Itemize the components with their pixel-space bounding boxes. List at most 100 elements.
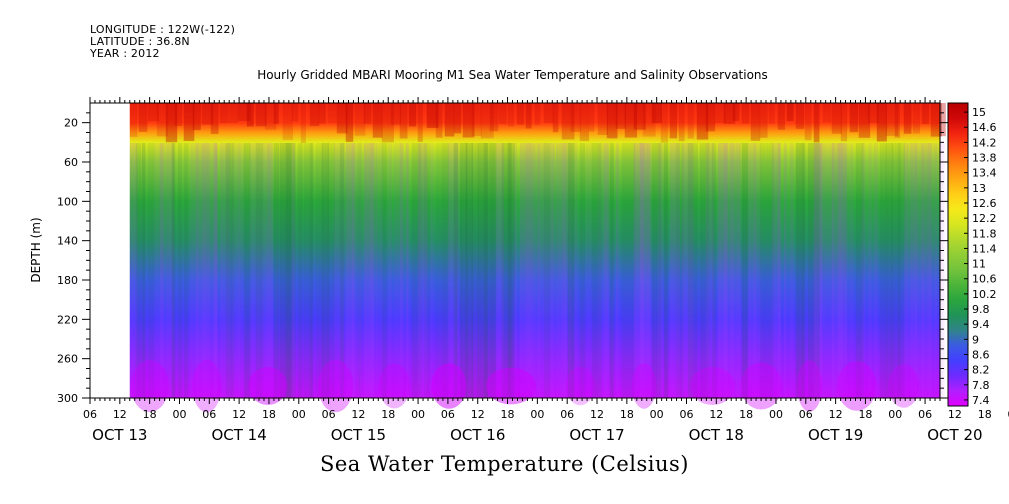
colorbar-tick-label: 13 — [972, 182, 986, 195]
surface-streak — [147, 103, 160, 122]
colorbar-tick-label: 11.8 — [972, 227, 997, 240]
colorbar-label: Sea Water Temperature (Celsius) — [319, 452, 689, 476]
surface-streak — [498, 103, 507, 125]
variability-streak — [789, 143, 794, 398]
x-tick-label: 00 — [530, 408, 544, 421]
variability-streak — [663, 143, 669, 398]
surface-streak — [930, 103, 942, 137]
variability-streak — [819, 143, 826, 398]
x-tick-label: 18 — [739, 408, 753, 421]
surface-streak — [165, 103, 178, 143]
variability-streak — [489, 143, 497, 398]
variability-streak — [591, 143, 602, 398]
surface-streak — [219, 103, 229, 124]
variability-streak — [225, 143, 235, 398]
colorbar: 15 14.6 14.2 13.8 13.4 13 12.6 12.2 11.8 11.4 11 10… — [947, 102, 997, 407]
surface-streak — [318, 103, 326, 124]
surface-streak — [282, 103, 294, 141]
variability-streak — [231, 143, 241, 398]
variability-streak — [825, 143, 835, 398]
surface-streak — [894, 103, 900, 138]
variability-streak — [573, 143, 578, 398]
x-tick-label: 12 — [471, 408, 485, 421]
variability-streak — [375, 143, 384, 398]
cold-patch — [631, 363, 657, 409]
colorbar-tick-label: 9 — [972, 333, 979, 346]
y-tick-label: 140 — [57, 235, 78, 248]
variability-streak — [273, 143, 280, 398]
colorbar-tick-label: 9.4 — [972, 318, 990, 331]
surface-streak — [804, 103, 812, 141]
variability-streak — [135, 143, 141, 398]
surface-streak — [813, 103, 820, 143]
variability-streak — [933, 143, 944, 398]
variability-streak — [555, 143, 567, 398]
x-tick-label: 12 — [709, 408, 723, 421]
variability-streak — [321, 143, 329, 398]
surface-streak — [417, 103, 423, 142]
variability-streak — [351, 143, 363, 398]
x-day-label: OCT 16 — [450, 426, 505, 444]
colorbar-tick-label: 13.8 — [972, 152, 997, 165]
variability-streak — [519, 143, 532, 398]
surface-streak — [291, 103, 299, 122]
variability-streak — [255, 143, 264, 398]
variability-streak — [189, 143, 199, 398]
x-tick-label: 18 — [620, 408, 634, 421]
x-day-label: OCT 20 — [927, 426, 982, 444]
surface-streak — [264, 103, 277, 130]
y-tick-label: 220 — [57, 313, 78, 326]
x-day-label: OCT 15 — [331, 426, 386, 444]
year-label: YEAR : 2012 — [90, 47, 160, 60]
variability-streak — [159, 143, 165, 398]
cold-patch — [837, 361, 877, 411]
variability-streak — [921, 143, 932, 398]
surface-streak — [300, 103, 306, 143]
variability-streak — [561, 143, 573, 398]
surface-streak — [507, 103, 515, 127]
variability-streak — [609, 143, 614, 398]
colorbar-tick-label: 14.2 — [972, 136, 997, 149]
variability-streak — [369, 143, 378, 398]
surface-streak — [381, 103, 394, 143]
variability-streak — [633, 143, 645, 398]
variability-streak — [879, 143, 887, 398]
colorbar-tick-label: 8.6 — [972, 348, 990, 361]
surface-streak — [228, 103, 238, 123]
surface-streak — [903, 103, 912, 134]
variability-streak — [513, 143, 518, 398]
x-tick-label: 00 — [769, 408, 783, 421]
surface-streak — [201, 103, 214, 125]
x-tick-label: 18 — [858, 408, 872, 421]
y-tick-label: 100 — [57, 195, 78, 208]
y-tick-label: 180 — [57, 274, 78, 287]
variability-streak — [585, 143, 592, 398]
variability-streak — [651, 143, 662, 398]
surface-streak — [777, 103, 785, 130]
variability-streak — [327, 143, 335, 398]
surface-streak — [624, 103, 638, 138]
surface-streak — [759, 103, 768, 138]
variability-streak — [771, 143, 781, 398]
surface-streak — [309, 103, 320, 126]
variability-streak — [843, 143, 849, 398]
axes: 20 60 100 140 180 220 260 300 06 12 18 00 06 12 18 00 06… — [57, 97, 1009, 444]
y-tick-label: 20 — [64, 117, 78, 130]
variability-streak — [195, 143, 208, 398]
surface-streak — [327, 103, 337, 124]
cold-patch — [485, 367, 537, 405]
surface-streak — [588, 103, 595, 132]
variability-streak — [867, 143, 873, 398]
surface-streak — [849, 103, 859, 133]
x-tick-label: 18 — [381, 408, 395, 421]
surface-streak — [714, 103, 726, 124]
x-tick-label: 12 — [948, 408, 962, 421]
surface-streak — [255, 103, 267, 127]
colorbar-tick-label: 10.6 — [972, 273, 997, 286]
variability-streak — [567, 143, 575, 398]
colorbar-tick-label: 7.4 — [972, 394, 990, 407]
variability-streak — [129, 143, 138, 398]
surface-streak — [660, 103, 668, 143]
variability-streak — [915, 143, 924, 398]
